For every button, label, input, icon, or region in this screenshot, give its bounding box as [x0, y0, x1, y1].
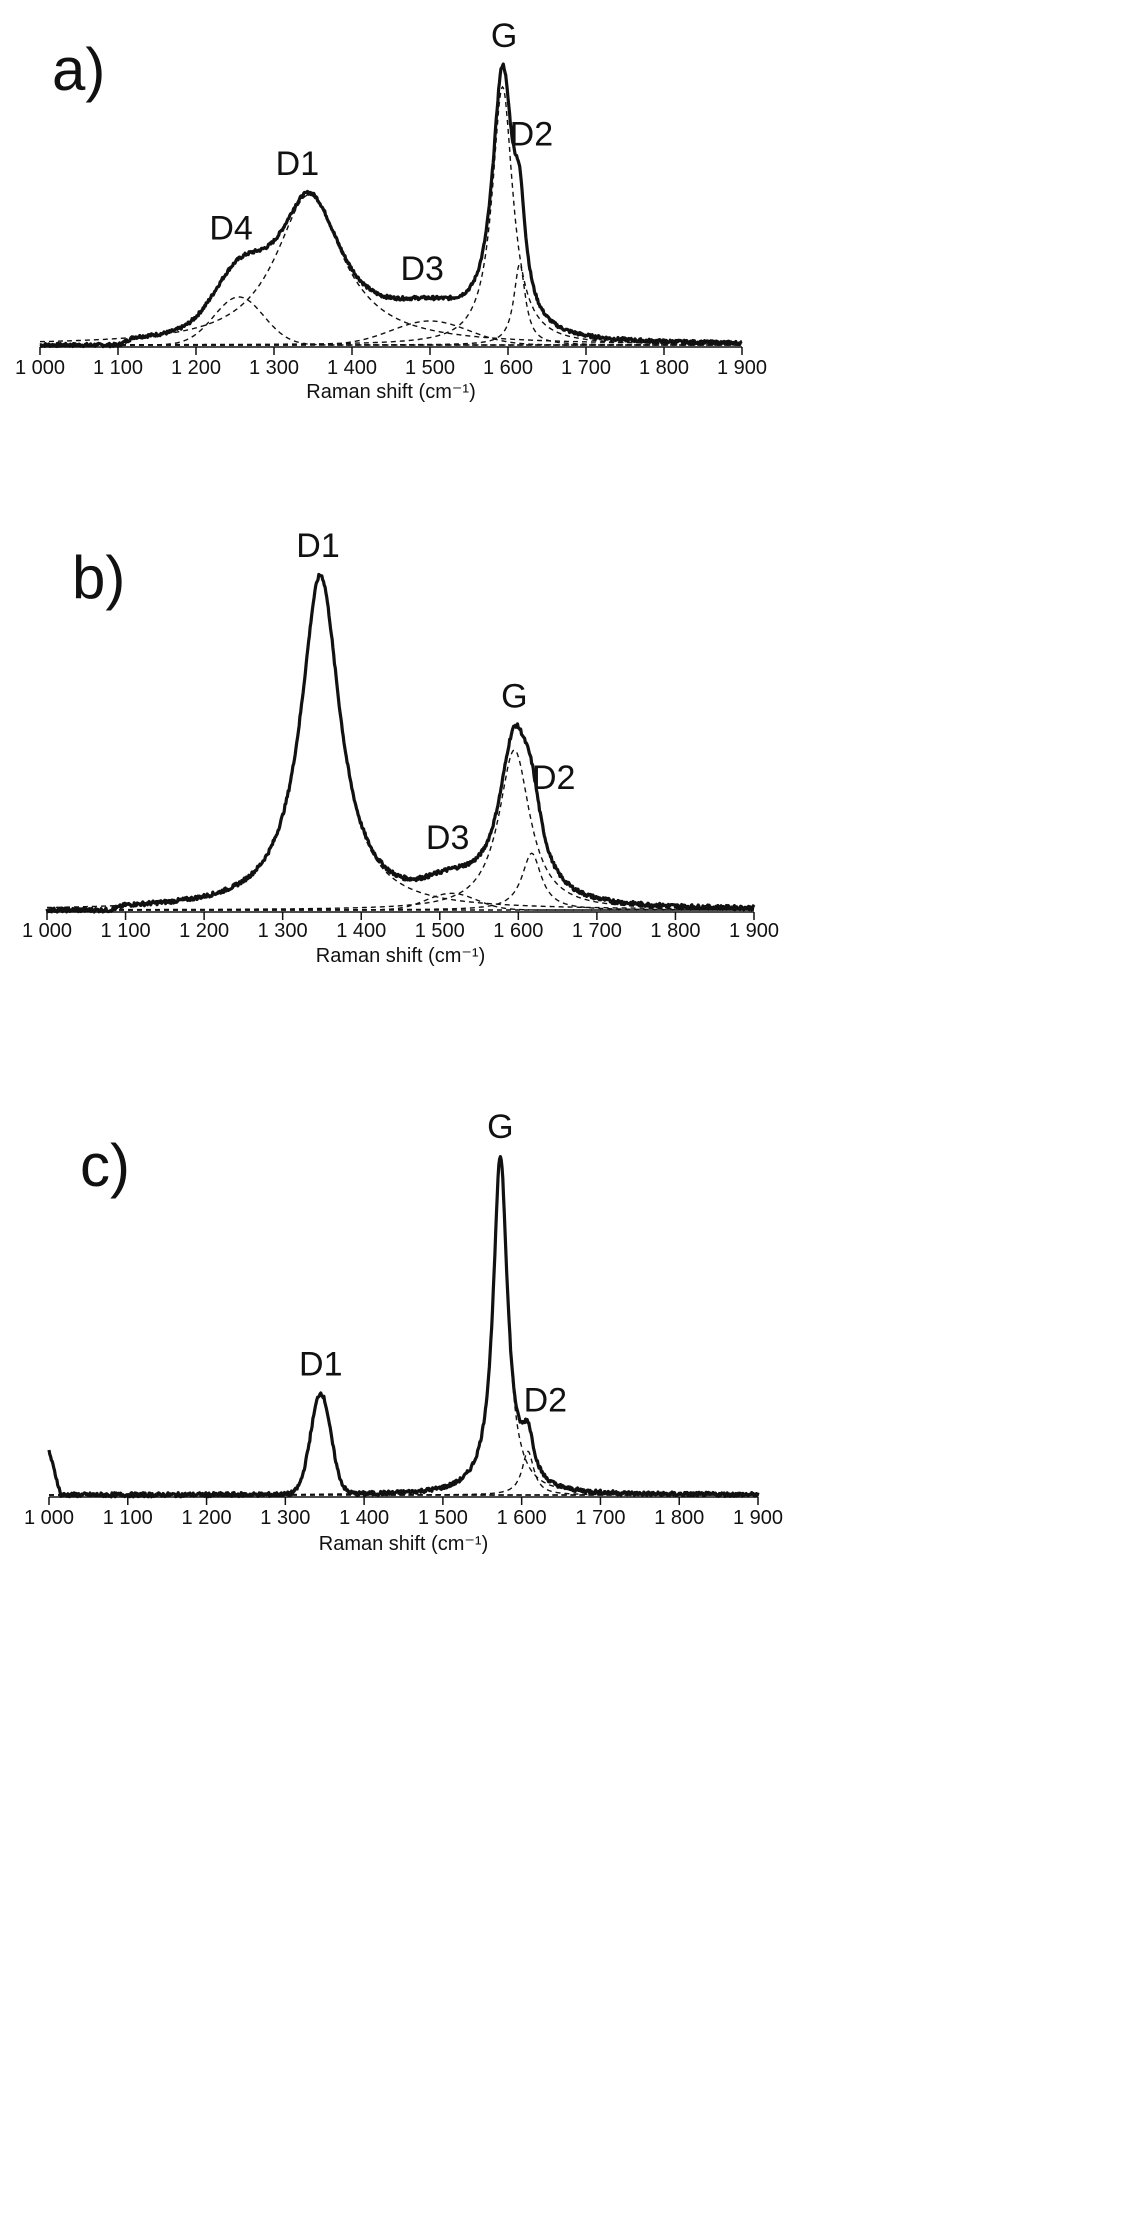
peak-label-d2: D2 — [510, 115, 553, 153]
x-tick-label: 1 500 — [418, 1507, 468, 1529]
x-tick-label: 1 700 — [575, 1507, 625, 1529]
x-tick-label: 1 100 — [103, 1507, 153, 1529]
x-tick-label: 1 800 — [654, 1507, 704, 1529]
peak-label-d2: D2 — [532, 759, 575, 797]
peak-label-d1: D1 — [296, 527, 339, 565]
x-tick-label: 1 800 — [639, 357, 689, 379]
x-tick-label: 1 100 — [93, 357, 143, 379]
x-tick-label: 1 200 — [171, 357, 221, 379]
x-tick-label: 1 900 — [729, 920, 779, 942]
peak-label-g: G — [491, 17, 517, 55]
x-tick-label: 1 000 — [22, 920, 72, 942]
fit-component-d2-1 — [40, 262, 742, 346]
fit-component-d2-3 — [49, 1450, 758, 1496]
x-tick-label: 1 400 — [339, 1507, 389, 1529]
x-tick-label: 1 200 — [179, 920, 229, 942]
peak-label-d3: D3 — [400, 250, 443, 288]
fit-component-g-2 — [47, 749, 754, 911]
x-axis-title: Raman shift (cm⁻¹) — [319, 1533, 488, 1555]
x-tick-label: 1 700 — [561, 357, 611, 379]
x-tick-label: 1 700 — [572, 920, 622, 942]
peak-label-g: G — [501, 677, 527, 715]
panel-label: c) — [80, 1132, 130, 1199]
x-tick-label: 1 600 — [497, 1507, 547, 1529]
x-tick-label: 1 300 — [258, 920, 308, 942]
x-tick-label: 1 600 — [493, 920, 543, 942]
fit-component-g-1 — [40, 85, 742, 346]
x-tick-label: 1 100 — [101, 920, 151, 942]
peak-label-g: G — [487, 1108, 513, 1146]
x-tick-label: 1 200 — [182, 1507, 232, 1529]
measured-spectrum-1 — [39, 62, 743, 349]
x-tick-label: 1 500 — [405, 357, 455, 379]
x-tick-label: 1 900 — [717, 357, 767, 379]
peak-label-d4: D4 — [209, 210, 252, 248]
x-tick-label: 1 600 — [483, 357, 533, 379]
peak-label-d2: D2 — [524, 1381, 567, 1419]
measured-spectrum-2 — [45, 572, 756, 914]
fit-component-d1-1 — [39, 194, 742, 345]
x-tick-label: 1 900 — [733, 1507, 783, 1529]
fit-component-g-3 — [49, 1156, 758, 1496]
panel-label: b) — [72, 544, 125, 611]
x-tick-label: 1 300 — [249, 357, 299, 379]
x-tick-label: 1 800 — [650, 920, 700, 942]
fit-component-d1-3 — [49, 1393, 758, 1496]
peak-label-d1: D1 — [276, 145, 319, 183]
x-tick-label: 1 400 — [327, 357, 377, 379]
x-tick-label: 1 300 — [260, 1507, 310, 1529]
x-tick-label: 1 500 — [415, 920, 465, 942]
x-axis-title: Raman shift (cm⁻¹) — [306, 381, 475, 403]
x-tick-label: 1 000 — [24, 1507, 74, 1529]
measured-spectrum-3 — [47, 1155, 760, 1499]
panel-label: a) — [52, 36, 105, 103]
x-tick-label: 1 400 — [336, 920, 386, 942]
peak-label-d3: D3 — [426, 819, 469, 857]
fit-component-d1-2 — [47, 575, 754, 910]
peak-label-d1: D1 — [299, 1345, 342, 1383]
x-tick-label: 1 000 — [15, 357, 65, 379]
x-axis-title: Raman shift (cm⁻¹) — [316, 945, 485, 967]
